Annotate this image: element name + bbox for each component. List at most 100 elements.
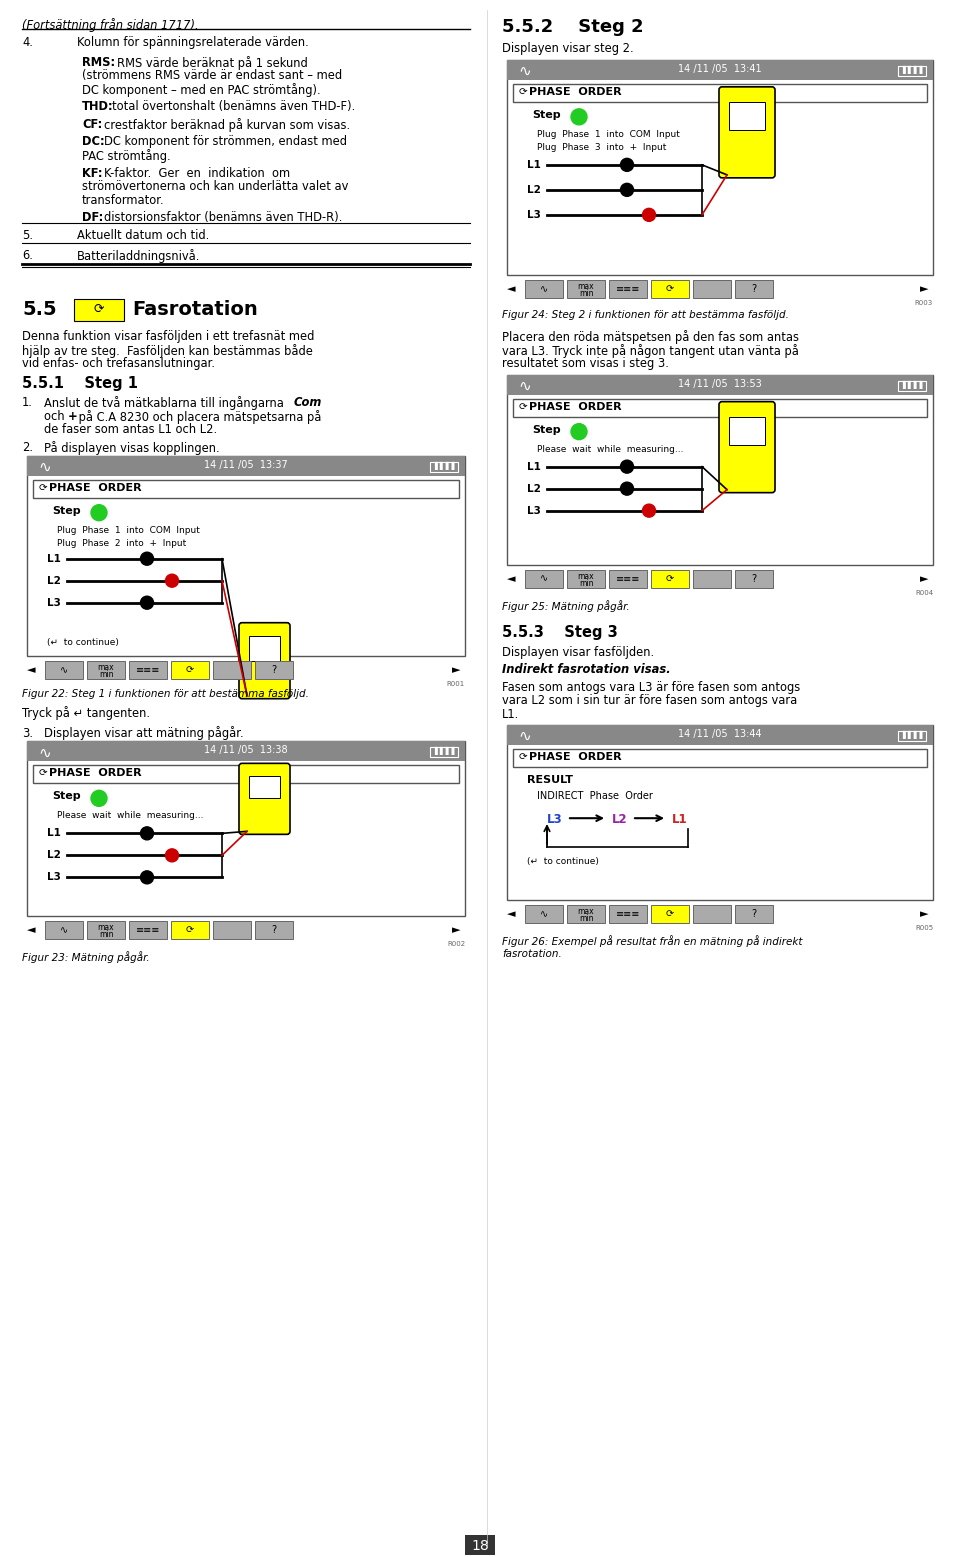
Text: ?: ? [752, 573, 756, 584]
Text: Displayen visar steg 2.: Displayen visar steg 2. [502, 42, 634, 56]
Bar [430, 462, 458, 472]
Text: ⟳: ⟳ [519, 752, 528, 763]
Text: Plug  Phase  3  into  +  Input: Plug Phase 3 into + Input [537, 143, 666, 153]
Bar [651, 570, 689, 587]
Text: På displayen visas kopplingen.: På displayen visas kopplingen. [44, 441, 220, 455]
Text: ?: ? [272, 665, 276, 674]
Text: Step: Step [532, 425, 561, 434]
Text: ▐▐▐▐: ▐▐▐▐ [431, 461, 455, 470]
Bar [430, 747, 458, 757]
Text: resultatet som visas i steg 3.: resultatet som visas i steg 3. [502, 357, 669, 371]
Text: 2.: 2. [22, 441, 33, 453]
Bar [249, 777, 280, 799]
Text: ▐▐▐▐: ▐▐▐▐ [900, 380, 923, 389]
Text: 14 /11 /05  13:44: 14 /11 /05 13:44 [678, 729, 762, 740]
Text: L1: L1 [527, 160, 540, 170]
Text: max: max [98, 663, 114, 671]
Text: DF:: DF: [82, 212, 104, 224]
Text: R004: R004 [915, 590, 933, 596]
Text: 1: 1 [96, 508, 103, 517]
Text: L2: L2 [47, 850, 60, 861]
Circle shape [91, 504, 107, 520]
Text: ◄: ◄ [507, 909, 516, 919]
Text: 14 /11 /05  13:38: 14 /11 /05 13:38 [204, 746, 288, 755]
Bar [525, 280, 563, 297]
FancyBboxPatch shape [719, 87, 775, 177]
Text: ◄: ◄ [27, 925, 36, 936]
Text: max: max [578, 282, 594, 291]
Text: L2: L2 [527, 185, 540, 195]
Text: PHASE  ORDER: PHASE ORDER [49, 483, 142, 492]
Text: total övertonshalt (benämns även THD-F).: total övertonshalt (benämns även THD-F). [112, 100, 355, 114]
Bar [735, 905, 773, 923]
Text: 14 /11 /05  13:41: 14 /11 /05 13:41 [678, 64, 762, 73]
Text: L2: L2 [527, 484, 540, 494]
Text: på C.A 8230 och placera mätspetsarna på: på C.A 8230 och placera mätspetsarna på [75, 409, 322, 424]
Text: Denna funktion visar fasföljden i ett trefasnät med: Denna funktion visar fasföljden i ett tr… [22, 330, 314, 343]
Text: PHASE  ORDER: PHASE ORDER [529, 402, 622, 411]
Text: CF:: CF: [82, 118, 103, 131]
Text: Anslut de två mätkablarna till ingångarna: Anslut de två mätkablarna till ingångarn… [44, 397, 287, 409]
Bar [129, 660, 167, 679]
Text: och: och [44, 409, 68, 424]
Text: L3: L3 [527, 210, 540, 220]
Text: L1: L1 [47, 828, 60, 838]
Text: RESULT: RESULT [527, 775, 573, 785]
Text: ∿: ∿ [518, 378, 532, 394]
Text: ⟳: ⟳ [39, 483, 48, 492]
Text: ?: ? [752, 909, 756, 919]
Text: (↵  to continue): (↵ to continue) [47, 638, 119, 646]
Bar [255, 660, 293, 679]
Bar [651, 905, 689, 923]
Text: Step: Step [52, 506, 81, 515]
Text: strömövertonerna och kan underlätta valet av: strömövertonerna och kan underlätta vale… [82, 181, 348, 193]
Text: Indirekt fasrotation visas.: Indirekt fasrotation visas. [502, 663, 671, 676]
Text: ►: ► [920, 283, 928, 294]
Text: ∿: ∿ [518, 64, 532, 79]
Text: ⟳: ⟳ [186, 665, 194, 674]
Text: 2: 2 [576, 427, 583, 436]
Circle shape [642, 209, 656, 221]
Bar [507, 375, 933, 565]
Text: 5.5: 5.5 [22, 301, 57, 319]
Text: 4.: 4. [22, 36, 33, 48]
Text: L3: L3 [547, 813, 563, 827]
Text: ◄: ◄ [27, 665, 36, 674]
Bar [729, 101, 765, 129]
Text: L1: L1 [672, 813, 687, 827]
Text: Displayen visar fasföljden.: Displayen visar fasföljden. [502, 646, 654, 659]
Circle shape [165, 575, 179, 587]
Text: ◄: ◄ [507, 573, 516, 584]
Text: ∿: ∿ [60, 925, 68, 936]
Text: ?: ? [752, 283, 756, 294]
Bar [735, 280, 773, 297]
Text: vara L2 som i sin tur är före fasen som antogs vara: vara L2 som i sin tur är före fasen som … [502, 694, 797, 707]
Text: PHASE  ORDER: PHASE ORDER [49, 768, 142, 778]
Text: INDIRECT  Phase  Order: INDIRECT Phase Order [537, 791, 653, 802]
Text: L1.: L1. [502, 707, 519, 721]
Bar [87, 922, 125, 939]
Bar [33, 766, 459, 783]
Text: Fasen som antogs vara L3 är före fasen som antogs: Fasen som antogs vara L3 är före fasen s… [502, 680, 801, 694]
FancyBboxPatch shape [239, 763, 290, 835]
Text: R005: R005 [915, 925, 933, 931]
Text: DC komponent för strömmen, endast med: DC komponent för strömmen, endast med [104, 135, 347, 148]
Text: fasrotation.: fasrotation. [502, 948, 562, 959]
Text: ≡≡≡: ≡≡≡ [615, 909, 640, 919]
Text: ⟳: ⟳ [94, 302, 105, 316]
Bar [213, 922, 251, 939]
Text: ⟳: ⟳ [666, 909, 674, 919]
Text: vid enfas- och trefasanslutningar.: vid enfas- och trefasanslutningar. [22, 357, 215, 371]
Text: max: max [578, 571, 594, 581]
Text: hjälp av tre steg.  Fasföljden kan bestämmas både: hjälp av tre steg. Fasföljden kan bestäm… [22, 344, 313, 358]
Text: (↵  to continue): (↵ to continue) [527, 858, 599, 866]
Bar [693, 905, 731, 923]
Bar [27, 741, 465, 761]
Bar [33, 480, 459, 498]
Text: Figur 22: Steg 1 i funktionen för att bestämma fasföljd.: Figur 22: Steg 1 i funktionen för att be… [22, 688, 309, 699]
Text: ∿: ∿ [540, 283, 548, 294]
Bar [27, 456, 465, 476]
Bar [45, 922, 83, 939]
Bar [898, 732, 926, 741]
Text: Figur 25: Mätning pågår.: Figur 25: Mätning pågår. [502, 599, 630, 612]
